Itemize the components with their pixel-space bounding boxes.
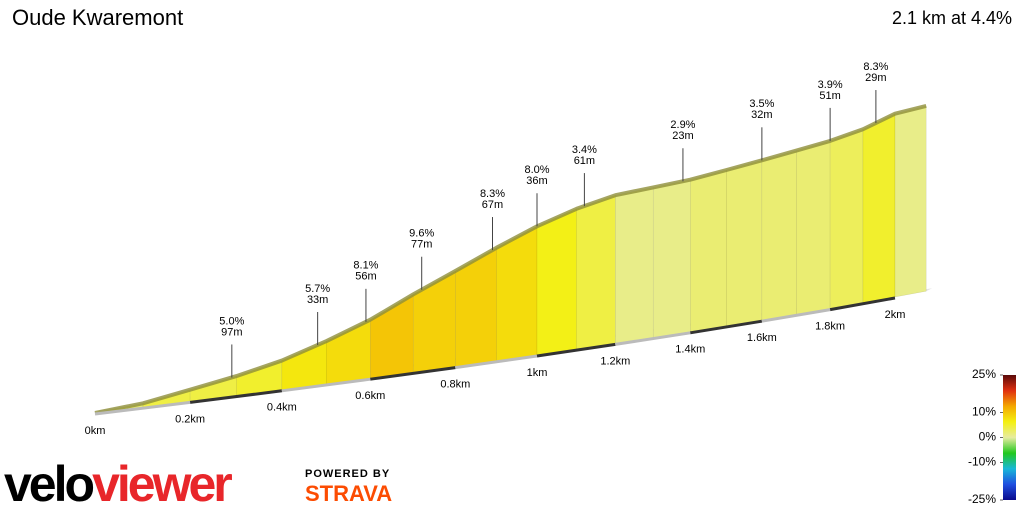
baseline-segment	[536, 342, 616, 358]
profile-segment	[412, 270, 456, 373]
x-tick-label: 1.8km	[815, 321, 845, 333]
annotation-gradient: 5.7%	[305, 283, 330, 295]
profile-segment	[652, 179, 691, 338]
chart-subtitle: 2.1 km at 4.4%	[892, 8, 1012, 28]
annotation-length: 29m	[865, 72, 886, 84]
chart-title: Oude Kwaremont	[12, 5, 183, 30]
colorbar	[1003, 375, 1016, 500]
annotation-length: 77m	[411, 239, 432, 251]
colorbar-label: 10%	[972, 405, 996, 419]
profile-segment	[829, 128, 864, 309]
annotation-length: 67m	[482, 199, 503, 211]
colorbar-label: -25%	[968, 492, 996, 506]
annotation-gradient: 9.6%	[409, 228, 434, 240]
logo-prefix: velo	[4, 456, 94, 512]
annotation-gradient: 8.3%	[863, 61, 888, 73]
annotation-length: 97m	[221, 326, 242, 338]
profile-segment	[796, 140, 831, 315]
baseline-segment	[281, 377, 371, 393]
profile-segment	[281, 340, 327, 391]
annotation-length: 51m	[819, 90, 840, 102]
annotation-gradient: 3.4%	[572, 144, 597, 156]
logo: veloviewer	[4, 456, 232, 512]
baseline-segment	[829, 296, 896, 312]
profile-segment	[862, 113, 896, 304]
colorbar-label: 0%	[979, 430, 997, 444]
annotation-length: 32m	[751, 109, 772, 121]
powered-by: POWERED BY	[305, 468, 390, 480]
baseline-segment	[615, 331, 691, 346]
annotation-gradient: 8.3%	[480, 188, 505, 200]
strava: STRAVA	[305, 481, 392, 506]
profile-ridge	[94, 104, 927, 415]
annotation-gradient: 8.1%	[353, 260, 378, 272]
annotation-length: 56m	[355, 271, 376, 283]
x-tick-label: 1km	[527, 367, 548, 379]
x-tick-label: 0.2km	[175, 413, 205, 425]
x-tick-label: 1.2km	[600, 355, 630, 367]
x-tick-label: 2km	[885, 309, 906, 321]
colorbar-label: -10%	[968, 455, 996, 469]
profile-segment	[615, 187, 654, 344]
baseline-segment	[455, 354, 538, 370]
x-tick-label: 0.4km	[267, 402, 297, 414]
x-tick-label: 1.6km	[747, 332, 777, 344]
colorbar-label: 25%	[972, 367, 996, 381]
x-tick-label: 0.8km	[440, 379, 470, 391]
annotation-length: 61m	[574, 155, 595, 167]
x-tick-label: 1.4km	[675, 344, 705, 356]
annotation-length: 36m	[526, 175, 547, 187]
profile-segment	[690, 169, 727, 333]
x-tick-label: 0.6km	[355, 390, 385, 402]
logo-suffix: viewer	[92, 456, 232, 512]
annotation-length: 33m	[307, 294, 328, 306]
annotation-gradient: 3.5%	[749, 98, 774, 110]
annotation-gradient: 8.0%	[524, 164, 549, 176]
annotation-gradient: 3.9%	[818, 79, 843, 91]
annotation-length: 23m	[672, 130, 693, 142]
profile-segment	[761, 150, 797, 321]
baseline-segment	[94, 400, 191, 416]
profile-segment	[894, 105, 927, 298]
profile-segment	[576, 194, 616, 350]
baseline-segment	[189, 389, 283, 404]
baseline-segment	[761, 308, 831, 323]
profile-segment	[726, 159, 763, 327]
baseline-segment	[690, 319, 763, 335]
annotation-gradient: 5.0%	[219, 315, 244, 327]
x-tick-label: 0km	[85, 425, 106, 437]
annotation-gradient: 2.9%	[670, 119, 695, 131]
baseline-segment	[370, 366, 456, 381]
profile-segment	[536, 208, 577, 356]
